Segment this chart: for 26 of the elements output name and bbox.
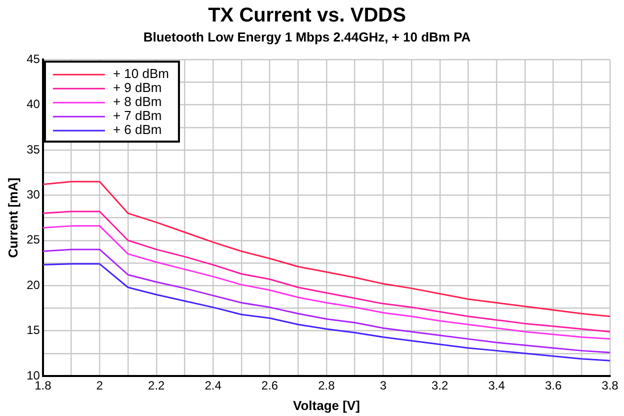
y-tick-label: 30 <box>26 188 40 202</box>
x-tick-label: 2.8 <box>318 378 336 393</box>
x-axis-title: Voltage [V] <box>293 398 360 413</box>
x-tick-label: 3.2 <box>432 378 449 393</box>
legend-label: + 9 dBm <box>112 80 162 96</box>
x-tick-label: 3 <box>380 378 387 393</box>
legend-label: + 8 dBm <box>112 94 162 110</box>
x-tick-label: 3.6 <box>544 378 562 393</box>
legend-label: + 10 dBm <box>112 66 169 82</box>
x-tick-label: 2.6 <box>261 378 278 393</box>
x-tick-label: 2.2 <box>148 378 166 393</box>
chart-subtitle: Bluetooth Low Energy 1 Mbps 2.44GHz, + 10 dBm PA <box>143 29 472 44</box>
x-tick-label: 2 <box>96 378 104 393</box>
legend-label: + 6 dBm <box>112 122 162 138</box>
y-axis-title: Current [mA] <box>5 178 20 258</box>
y-tick-label: 15 <box>26 323 40 338</box>
y-tick-label: 45 <box>26 52 40 66</box>
y-tick-label: 25 <box>26 232 40 247</box>
x-tick-label: 3.8 <box>602 378 619 393</box>
x-tick-label: 2.4 <box>204 378 222 393</box>
legend-label: + 7 dBm <box>112 108 162 124</box>
chart-title: TX Current vs. VDDS <box>208 4 406 27</box>
y-tick-label: 35 <box>26 142 40 156</box>
y-tick-label: 40 <box>26 97 40 112</box>
y-tick-label: 20 <box>26 278 40 292</box>
x-tick-label: 3.4 <box>488 378 506 393</box>
